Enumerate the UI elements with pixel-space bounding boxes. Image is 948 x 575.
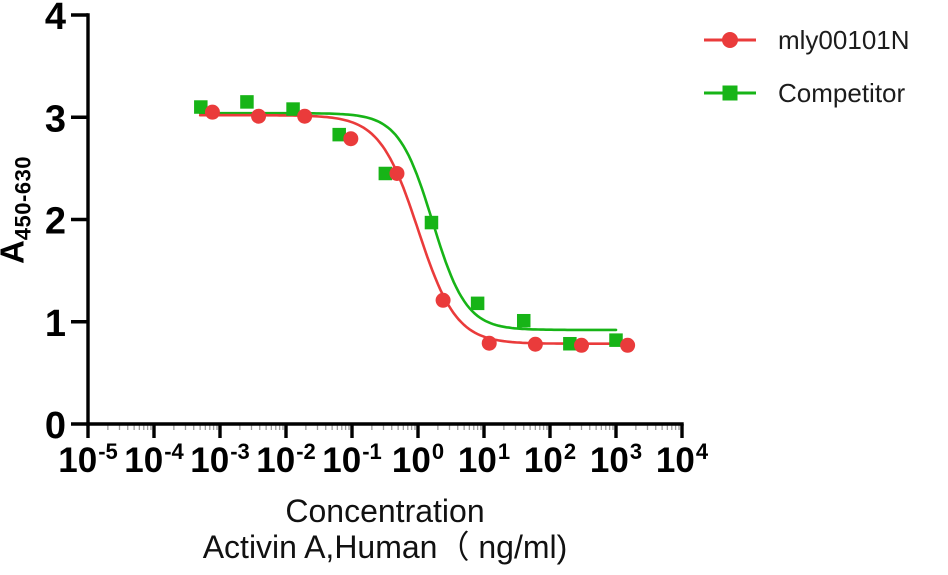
data-point-square-competitor	[286, 102, 300, 116]
y-tick-label: 4	[45, 0, 66, 38]
x-tick-label: 102	[524, 439, 576, 480]
fit-curve-Competitor	[198, 111, 618, 332]
x-tick-label: 10-5	[58, 439, 118, 480]
legend-circle-marker-icon	[704, 32, 756, 48]
data-point-circle-mly00101N	[573, 337, 589, 353]
legend-marker-square	[722, 85, 738, 101]
y-tick-label: 3	[45, 98, 66, 140]
legend-label-competitor: Competitor	[778, 77, 906, 108]
data-point-circle-mly00101N	[435, 292, 451, 308]
data-point-circle-mly00101N	[297, 108, 313, 124]
data-point-circle-mly00101N	[620, 337, 636, 353]
x-axis-title-line2: Activin A,Human（ ng/ml)	[202, 529, 568, 565]
data-point-square-competitor	[424, 215, 439, 230]
x-tick-label: 10-1	[322, 439, 382, 480]
data-point-circle-mly00101N	[527, 336, 543, 352]
y-axis-title-base: A	[0, 240, 31, 264]
fit-curve-mly00101N	[198, 113, 630, 345]
data-point-square-competitor	[563, 336, 577, 351]
x-tick-label: 103	[590, 439, 642, 480]
x-tick-label: 101	[458, 439, 510, 480]
x-tick-label: 10-4	[124, 439, 184, 480]
x-tick-label: 10-2	[256, 439, 316, 480]
data-point-square-competitor	[240, 95, 254, 109]
data-point-square-competitor	[516, 313, 531, 328]
legend-item-competitor: Competitor	[704, 77, 910, 108]
data-point-square-competitor	[194, 100, 208, 114]
legend-item-mly00101N: mly00101N	[704, 24, 910, 55]
x-tick-label: 104	[656, 439, 709, 480]
data-point-circle-mly00101N	[481, 335, 497, 351]
data-point-circle-mly00101N	[343, 131, 359, 147]
y-tick-label: 0	[45, 405, 66, 447]
data-point-circle-mly00101N	[389, 165, 405, 181]
y-tick-label: 2	[45, 201, 66, 243]
x-tick-label: 10-3	[190, 439, 250, 480]
data-point-circle-mly00101N	[204, 104, 220, 120]
legend-label-mly00101N: mly00101N	[778, 24, 910, 55]
data-point-square-competitor	[609, 333, 623, 347]
legend-marker-circle	[722, 32, 738, 48]
data-point-circle-mly00101N	[251, 108, 267, 124]
y-axis-title: A450-630	[0, 155, 36, 264]
data-point-square-competitor	[378, 166, 393, 181]
data-point-square-competitor	[470, 296, 485, 311]
x-tick-label: 100	[392, 439, 444, 480]
y-axis-title-subscript: 450-630	[10, 155, 36, 241]
data-point-square-competitor	[332, 127, 346, 142]
legend-square-marker-icon	[704, 85, 756, 101]
x-axis-title-line1: Concentration	[285, 493, 485, 529]
y-tick-label: 1	[45, 303, 66, 345]
legend: mly00101N Competitor	[704, 24, 910, 108]
